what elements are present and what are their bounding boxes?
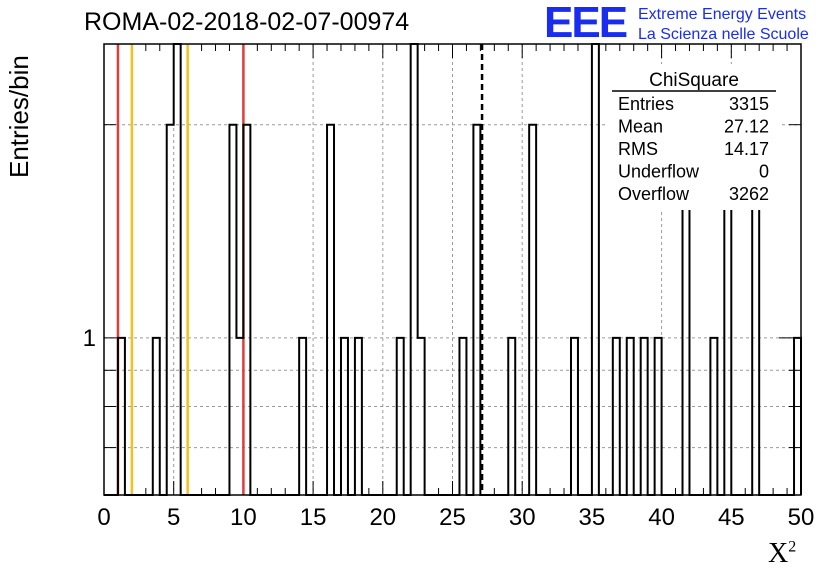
stats-title: ChiSquare <box>649 70 739 91</box>
histogram-bin <box>327 125 334 495</box>
histogram-bin <box>411 44 418 495</box>
stats-value: 14.17 <box>724 139 769 159</box>
histogram-bin <box>167 125 174 495</box>
y-tick-label: 1 <box>83 325 96 352</box>
x-axis-label-sup: 2 <box>788 538 797 556</box>
histogram-bin <box>508 338 515 495</box>
x-tick-label: 20 <box>369 504 396 531</box>
x-tick-label: 5 <box>167 504 180 531</box>
plot-frame <box>103 43 802 496</box>
chart-title: ROMA-02-2018-02-07-00974 <box>84 8 410 36</box>
histogram-bin <box>355 338 362 495</box>
histogram-bin <box>118 338 125 495</box>
histogram-bin <box>710 338 717 495</box>
x-tick-label: 10 <box>230 504 257 531</box>
histogram-bin <box>397 338 404 495</box>
logo-mark: EEE <box>544 0 628 47</box>
x-axis-label: X2 <box>768 538 796 570</box>
histogram-bin <box>236 338 243 495</box>
stats-box <box>608 64 782 210</box>
x-axis-label-base: X <box>768 538 789 569</box>
x-tick-label: 0 <box>97 504 110 531</box>
histogram-bin <box>243 125 250 495</box>
stats-label: Entries <box>618 94 674 114</box>
stats-value: 3315 <box>729 94 769 114</box>
logo-text-line1: Extreme Energy Events <box>638 6 807 23</box>
x-tick-label: 45 <box>718 504 745 531</box>
histogram-bin <box>341 338 348 495</box>
histogram-bin <box>571 338 578 495</box>
stats-label: Mean <box>618 117 663 137</box>
stats-value: 0 <box>759 162 769 182</box>
x-tick-label: 15 <box>300 504 327 531</box>
histogram-bin <box>613 338 620 495</box>
histogram-bin <box>794 338 801 495</box>
stats-label: Underflow <box>618 162 700 182</box>
histogram-bin <box>627 338 634 495</box>
histogram-bin <box>592 44 599 495</box>
logo-text-line2: La Scienza nelle Scuole <box>638 26 809 43</box>
histogram-bin <box>655 338 662 495</box>
x-tick-label: 40 <box>648 504 675 531</box>
histogram-bin <box>153 338 160 495</box>
histogram-bin <box>641 338 648 495</box>
histogram-bin <box>473 125 480 495</box>
stats-value: 27.12 <box>724 117 769 137</box>
x-tick-label: 30 <box>509 504 536 531</box>
stats-label: RMS <box>618 139 658 159</box>
histogram-bin <box>229 125 236 495</box>
histogram-bin <box>299 338 306 495</box>
histogram-bin <box>529 125 536 495</box>
x-tick-label: 35 <box>579 504 606 531</box>
histogram-bin <box>459 338 466 495</box>
x-tick-label: 25 <box>439 504 466 531</box>
stats-value: 3262 <box>729 184 769 204</box>
histogram-bin <box>418 338 425 495</box>
stats-label: Overflow <box>618 184 690 204</box>
histogram-bin <box>174 44 181 495</box>
x-tick-label: 50 <box>788 504 815 531</box>
y-axis-label: Entries/bin <box>4 55 34 178</box>
